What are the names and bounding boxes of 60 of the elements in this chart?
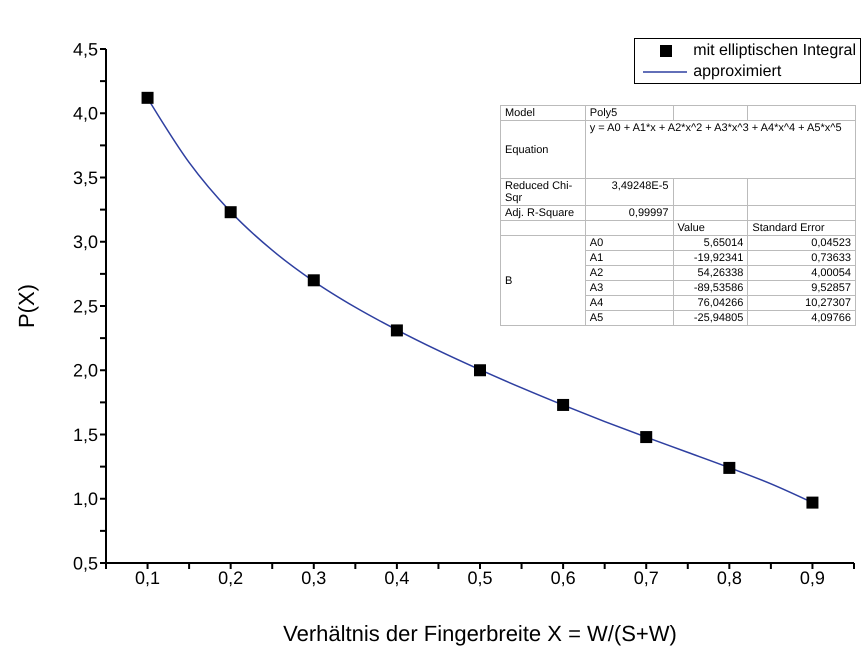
x-tick-label: 0,6	[550, 568, 576, 588]
point	[723, 462, 736, 474]
x-tick-label: 0,1	[135, 568, 160, 588]
x-tick-label: 0,9	[800, 568, 825, 588]
annotation: Standard Error	[748, 220, 856, 236]
y-tick-label: 2,5	[72, 296, 98, 316]
x-tick-label: 0,3	[301, 568, 326, 588]
annotation: 3,49248E-5	[585, 178, 674, 206]
x-tick-label: 0,2	[218, 568, 244, 588]
annotation: Equation	[500, 120, 586, 178]
annotation: Reduced Chi-Sqr	[500, 178, 586, 206]
annotation: A3	[585, 280, 674, 296]
legend-label: approximiert	[693, 62, 782, 80]
y-tick-label: 3,5	[72, 168, 98, 188]
annotation: Adj. R-Square	[500, 206, 586, 220]
point	[308, 274, 320, 286]
annotation: 5,65014	[673, 236, 748, 250]
x-tick-label: 0,7	[634, 568, 659, 588]
annotation: 4,00054	[748, 266, 856, 280]
point	[142, 92, 154, 104]
annotation: 9,52857	[748, 280, 856, 296]
annotation: y = A0 + A1*x + A2*x^2 + A3*x^3 + A4*x^4 + A5*x^5	[585, 120, 856, 178]
y-tick-label: 2,0	[72, 360, 98, 381]
annotation: A1	[585, 250, 674, 266]
y-tick-label: 3,0	[72, 232, 98, 252]
annotation: Value	[673, 220, 748, 236]
point	[557, 398, 570, 411]
point	[224, 206, 237, 218]
annotation: A5	[585, 310, 674, 326]
point	[390, 324, 403, 336]
annotation: A2	[585, 266, 674, 280]
annotation: 4,09766	[748, 310, 856, 326]
point	[806, 496, 818, 509]
y-tick-label: 4,0	[72, 104, 98, 124]
x-tick-label: 0,5	[467, 568, 493, 588]
annotation: -89,53586	[673, 280, 748, 296]
annotation: -25,94805	[673, 310, 748, 326]
x-tick-label: 0,8	[716, 568, 742, 588]
point	[640, 431, 652, 444]
annotation: 76,04266	[673, 296, 748, 310]
annotation: A4	[585, 296, 674, 310]
point	[474, 364, 486, 376]
annotation: A0	[585, 236, 674, 250]
annotation: Poly5	[585, 106, 674, 120]
annotation: 0,04523	[748, 236, 856, 250]
y-tick-label: 1,5	[72, 424, 98, 445]
annotation: -19,92341	[673, 250, 748, 266]
y-tick-label: 4,5	[72, 39, 98, 60]
x-tick-label: 0,4	[384, 568, 410, 588]
annotation: B	[500, 236, 586, 326]
annotation: 10,27307	[748, 296, 856, 310]
annotation: 0,99997	[585, 206, 674, 220]
y-tick-label: 1,0	[72, 489, 98, 510]
legend-label: mit elliptischen Integral	[693, 42, 856, 60]
annotation: 0,73633	[748, 250, 856, 266]
annotation: 54,26338	[673, 266, 748, 280]
x-axis-title: Verhältnis der Fingerbreite X = W/(S+W)	[283, 621, 677, 646]
annotation: Model	[500, 106, 586, 120]
y-axis-title: P(X)	[14, 284, 39, 328]
y-tick-label: 0,5	[72, 553, 98, 574]
